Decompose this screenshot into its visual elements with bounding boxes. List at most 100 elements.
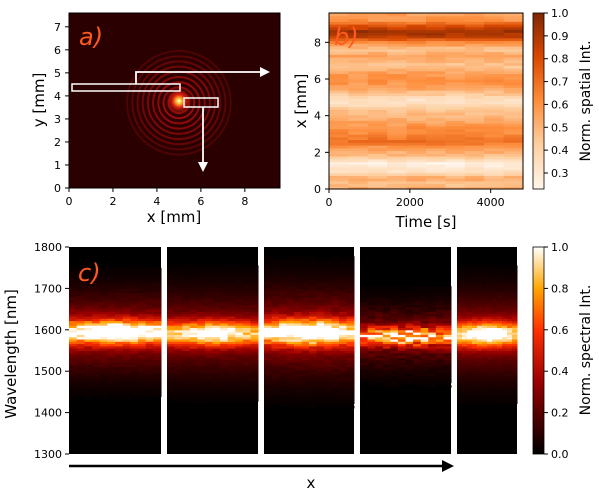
panel-c-cell <box>197 267 206 271</box>
panel-c-cell <box>294 339 302 342</box>
panel-c-cell <box>235 313 244 317</box>
panel-c-cell <box>413 309 422 312</box>
panel-c-cell <box>435 348 444 351</box>
panel-b-cell <box>445 21 466 25</box>
panel-c-cell <box>189 281 198 285</box>
panel-c-cell <box>197 316 206 319</box>
panel-c-cell <box>502 389 508 393</box>
panel-c-cell <box>153 272 162 276</box>
panel-b-cell <box>329 57 349 61</box>
panel-b-cell <box>445 59 466 64</box>
panel-c-cell <box>435 295 444 299</box>
panel-c-cell <box>107 288 116 292</box>
panel-c-cell <box>413 297 422 301</box>
panel-c-cell <box>107 309 116 312</box>
panel-c-cell <box>324 311 332 315</box>
panel-c-cell <box>487 322 493 326</box>
panel-c-cell <box>99 309 108 312</box>
panel-c-cell <box>467 380 473 384</box>
panel-c-cell <box>324 322 332 326</box>
panel-c-cell <box>457 375 463 379</box>
panel-c-cell <box>462 357 468 361</box>
panel-c-cell <box>250 345 259 349</box>
panel-c-cell <box>497 380 503 384</box>
panel-b-cell <box>329 84 349 88</box>
panel-c-cell <box>197 378 206 381</box>
panel-b-cell <box>329 142 349 146</box>
panel-c-cell <box>197 389 206 393</box>
panel-b-cell <box>464 92 485 97</box>
panel-b-cell <box>387 79 408 83</box>
panel-c-cell <box>174 355 183 358</box>
panel-c-cell <box>443 299 452 303</box>
panel-c-cell <box>360 348 369 351</box>
panel-c-cell <box>462 288 468 292</box>
panel-c-cell <box>174 274 183 278</box>
panel-b-cell <box>426 98 446 102</box>
panel-c-cell <box>309 293 317 296</box>
panel-c-cell <box>462 371 468 374</box>
panel-c-cell <box>76 359 85 363</box>
panel-b-cell <box>503 128 524 132</box>
panel-c-cell <box>167 306 176 310</box>
panel-c-cell <box>492 350 498 354</box>
panel-b-cell <box>348 120 369 124</box>
panel-c-cell <box>122 380 131 384</box>
panel-b-cell <box>464 172 485 176</box>
panel-c-cell <box>286 293 295 296</box>
panel-c-cell <box>309 394 317 397</box>
panel-c-cell <box>279 288 287 292</box>
panel-c-cell <box>346 357 355 361</box>
panel-c-cell <box>435 316 444 319</box>
panel-c-cell <box>497 359 503 363</box>
panel-c-cell <box>435 343 444 347</box>
panel-c-cell <box>227 270 236 273</box>
panel-c-cell <box>390 304 399 308</box>
panel-c-cell <box>462 320 468 324</box>
panel-c-cell <box>482 371 488 374</box>
panel-b-cell <box>387 103 408 108</box>
panel-c-cell <box>339 295 347 299</box>
panel-c-cell <box>92 336 101 340</box>
panel-c-cell <box>309 391 317 395</box>
panel-c-cell <box>477 293 483 296</box>
panel-c-cell <box>390 327 399 331</box>
panel-b-cell <box>329 76 349 80</box>
panel-c-cell <box>457 368 463 372</box>
panel-c-cell <box>271 373 280 377</box>
panel-c-cell <box>375 373 384 377</box>
panel-c-cell <box>204 350 213 354</box>
panel-c-cell <box>309 373 317 377</box>
panel-c-cell <box>360 334 369 338</box>
panel-b-cell <box>426 87 446 91</box>
panel-c-cell <box>250 396 259 400</box>
panel-b-x-ticks: 0 2000 4000 <box>326 189 505 209</box>
panel-c-cell <box>153 378 162 381</box>
panel-c-cell <box>457 267 463 271</box>
panel-c-cell <box>435 341 444 345</box>
panel-c-cell <box>413 336 422 340</box>
panel-c-cell <box>346 318 355 322</box>
panel-b-cell <box>426 76 446 80</box>
panel-c-cell <box>512 373 518 377</box>
panel-c-cell <box>69 329 78 333</box>
panel-c-cell <box>457 325 463 328</box>
panel-b-cell <box>329 24 349 28</box>
panel-c-cell <box>497 288 503 292</box>
panel-c-cell <box>316 339 325 342</box>
panel-b-cell <box>367 51 388 55</box>
panel-c-cell <box>346 327 355 331</box>
panel-c-cell <box>294 290 302 294</box>
panel-c-cell <box>443 306 452 310</box>
panel-c-cell <box>294 322 302 326</box>
panel-b-cell <box>503 136 524 141</box>
panel-c-cell <box>512 281 518 285</box>
panel-c-cell <box>512 368 518 372</box>
panel-b-cell <box>367 158 388 163</box>
panel-c-cell <box>367 290 376 294</box>
panel-c-cell <box>428 311 437 315</box>
panel-b-cell <box>348 123 369 127</box>
panel-c-cell <box>502 279 508 282</box>
panel-b-cell <box>426 139 446 143</box>
panel-b-cell <box>329 90 349 94</box>
